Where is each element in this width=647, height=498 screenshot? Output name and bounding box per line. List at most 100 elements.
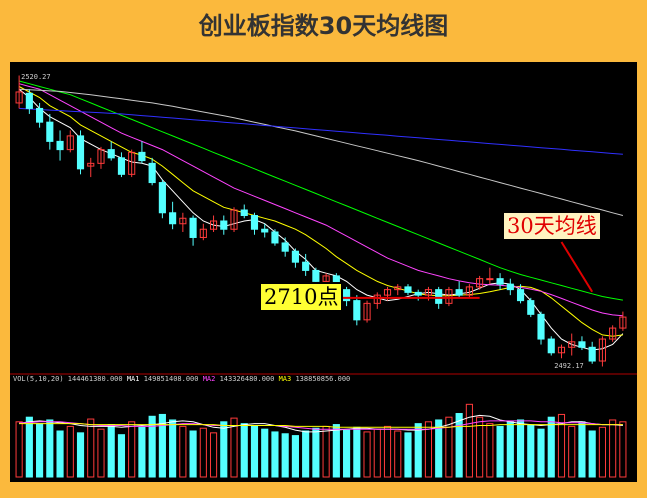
volume-bar [230, 417, 238, 478]
volume-bar [179, 425, 187, 478]
candle-body [598, 338, 606, 362]
volume-bar [445, 416, 453, 478]
candle-body [291, 250, 299, 263]
volume-bar [312, 427, 320, 478]
volume-ma-line-2 [19, 420, 623, 430]
candle-body [230, 209, 238, 230]
volume-bar [291, 435, 299, 478]
candle-body [547, 338, 555, 354]
volume-bar [496, 425, 504, 478]
volume-bar [87, 418, 95, 478]
candle-body [87, 162, 95, 167]
candle-body [220, 220, 228, 230]
candle-body [486, 278, 494, 281]
candle-body [66, 135, 74, 151]
volume-bar [189, 430, 197, 478]
candle-body [271, 231, 279, 244]
volume-bar [15, 421, 23, 478]
volume-bar [353, 426, 361, 478]
volume-bar [117, 434, 126, 478]
candle-body [302, 261, 310, 271]
candle-body [281, 242, 289, 252]
candle-body [312, 269, 320, 282]
volume-bar [609, 419, 617, 478]
candle-body [568, 341, 576, 348]
volume-bar [537, 428, 545, 478]
low-price-marker: 2492.17 [554, 361, 584, 370]
candle-body [56, 140, 64, 151]
candle-body [261, 228, 269, 233]
candle-body [476, 278, 484, 288]
chart-svg [10, 75, 637, 478]
ma1-label: MA1 [126, 375, 140, 383]
candle-body [158, 182, 166, 214]
candle-body [179, 217, 187, 225]
volume-bar [465, 403, 473, 478]
volume-bar [383, 425, 392, 478]
candle-body [363, 302, 371, 321]
volume-bar [25, 416, 33, 478]
volume-bar [169, 419, 177, 478]
candle-body [404, 286, 412, 293]
volume-bar [414, 423, 422, 478]
ma30-annotation: 30天均线 [502, 211, 602, 241]
volume-bar [271, 431, 279, 478]
volume-bar [578, 421, 586, 478]
volume-bar [97, 428, 105, 478]
vol-value: 144461380.000 [67, 375, 123, 383]
ma30-pointer-line [560, 241, 594, 293]
candle-body [97, 149, 105, 164]
candle-body [15, 91, 23, 104]
candle-body [455, 289, 463, 296]
candle-body [117, 157, 126, 175]
candle-body [209, 220, 218, 230]
candle-body [537, 313, 545, 340]
ma-line-4 [18, 80, 623, 301]
volume-bar [148, 415, 156, 478]
ma-line-6 [19, 107, 623, 155]
candle-body [465, 286, 473, 296]
candle-body [199, 228, 207, 238]
volume-bar [476, 416, 484, 478]
candle-body [588, 346, 596, 362]
candle-body [619, 316, 627, 329]
candle-body [138, 151, 146, 162]
candle-body [322, 275, 330, 282]
candle-body [240, 209, 248, 217]
candle-body [46, 121, 54, 142]
volume-bar [394, 430, 402, 478]
volume-bar [76, 432, 85, 478]
candle-body [506, 283, 514, 291]
candle-body [25, 92, 33, 109]
volume-bar [516, 419, 525, 478]
candle-body [107, 149, 115, 159]
volume-bar [506, 421, 514, 478]
candle-body [343, 289, 351, 302]
candle-body [394, 286, 402, 291]
candle-body [189, 217, 197, 238]
ma2-label: MA2 [202, 375, 216, 383]
candle-body [36, 107, 44, 123]
volume-bar [322, 425, 330, 478]
volume-bar [138, 426, 146, 478]
volume-bar [302, 430, 310, 478]
volume-bar [66, 425, 74, 478]
candle-body [435, 289, 443, 304]
candle-body [148, 162, 156, 184]
volume-bar [46, 419, 54, 478]
ma1-value: 149851408.000 [143, 375, 199, 383]
candle-body [557, 346, 566, 354]
volume-bar [404, 432, 412, 478]
volume-bar [619, 421, 627, 478]
volume-bar [199, 427, 207, 478]
volume-bar [250, 424, 259, 478]
volume-bar [455, 413, 463, 478]
volume-bar [547, 416, 555, 478]
volume-bar [209, 432, 218, 478]
volume-bar [158, 413, 166, 478]
candle-body [250, 215, 259, 230]
candle-body [414, 291, 422, 296]
ma2-value: 143326480.000 [219, 375, 275, 383]
chart-panel: 2520.27 2492.17 VOL(5,10,20) 144461380.0… [10, 62, 637, 482]
volume-bar [240, 423, 248, 478]
